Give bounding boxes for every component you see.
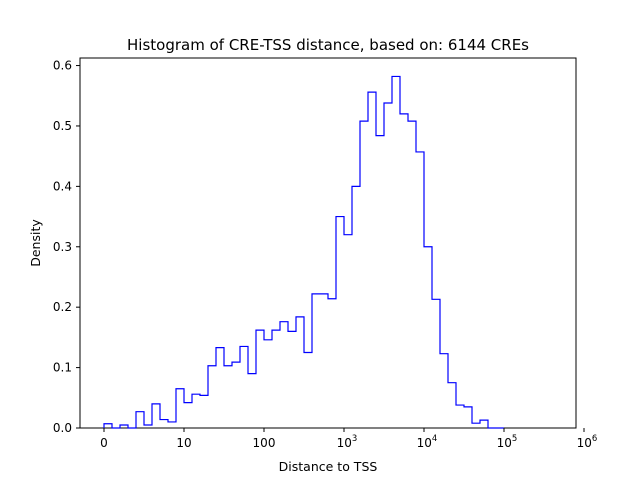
- x-tick-label: 106: [577, 434, 598, 450]
- x-axis-label: Distance to TSS: [279, 459, 378, 474]
- histogram-step-line: [103, 75, 504, 429]
- plot-frame: [79, 57, 577, 429]
- chart-title: Histogram of CRE-TSS distance, based on:…: [127, 36, 529, 54]
- x-tick-label: 105: [497, 434, 518, 450]
- y-tick-label: 0.3: [53, 240, 72, 254]
- histogram-bars: [103, 75, 504, 429]
- x-tick-label: 0: [100, 436, 108, 450]
- y-tick-label: 0.2: [53, 300, 72, 314]
- y-tick-label: 0.0: [53, 421, 72, 435]
- y-axis-label: Density: [28, 219, 43, 267]
- x-tick-label: 100: [253, 436, 276, 450]
- x-tick-label: 10: [176, 436, 191, 450]
- y-tick-label: 0.6: [53, 59, 72, 73]
- y-tick-label: 0.4: [53, 179, 72, 193]
- y-axis-ticks: 0.0 0.1 0.2 0.3 0.4 0.5 0.6: [53, 59, 80, 435]
- y-tick-label: 0.1: [53, 361, 72, 375]
- x-axis-ticks: 0 10 100 103 104 105 106: [100, 428, 597, 450]
- x-tick-label: 104: [417, 434, 438, 450]
- x-tick-label: 103: [337, 434, 358, 450]
- y-tick-label: 0.5: [53, 119, 72, 133]
